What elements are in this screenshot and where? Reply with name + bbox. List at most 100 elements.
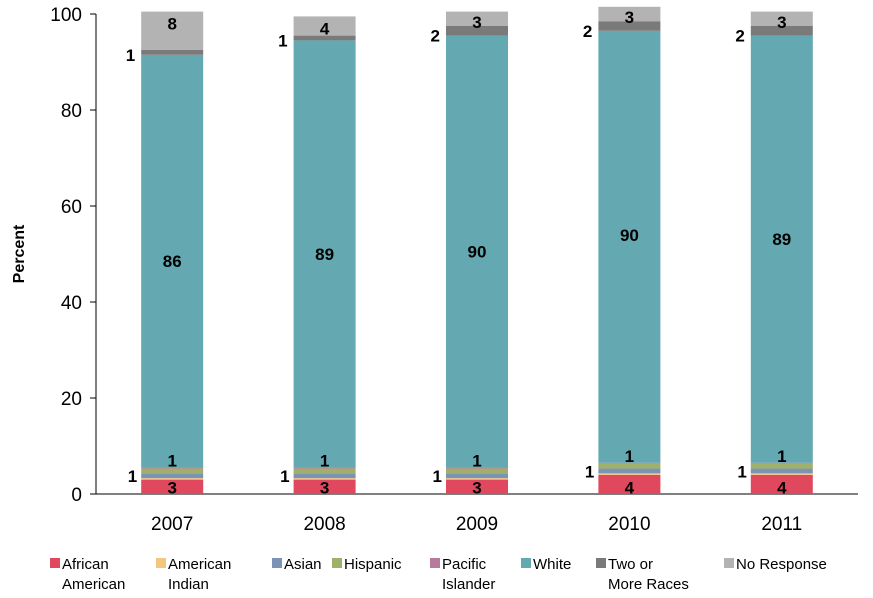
legend-swatch xyxy=(724,558,734,568)
data-label: 90 xyxy=(620,226,639,245)
data-label: 2 xyxy=(431,27,440,46)
y-tick-label: 80 xyxy=(61,101,82,122)
legend-label: Pacific xyxy=(442,556,487,573)
bar-segment xyxy=(141,54,204,468)
data-label: 1 xyxy=(128,467,137,486)
bar-segment xyxy=(598,30,661,463)
data-label: 8 xyxy=(167,15,176,34)
data-label: 3 xyxy=(472,479,481,498)
bar-segment xyxy=(750,474,813,494)
bar-segment xyxy=(446,467,508,469)
bar-segment xyxy=(293,467,356,469)
data-label: 89 xyxy=(772,230,791,249)
legend-swatch xyxy=(596,558,606,568)
data-label: 3 xyxy=(320,479,329,498)
data-label: 90 xyxy=(468,243,487,262)
legend-label: More Races xyxy=(608,576,689,593)
bar-segment xyxy=(446,26,508,36)
legend-item: Two or More Races xyxy=(596,556,689,593)
data-label: 1 xyxy=(278,31,287,50)
bar-segment xyxy=(293,468,356,474)
data-label: 4 xyxy=(320,19,330,38)
bar-segment xyxy=(141,468,204,474)
bar-segment xyxy=(598,474,661,494)
data-label: 3 xyxy=(167,479,176,498)
y-axis: 0 20 40 60 80 100 xyxy=(50,5,97,506)
x-tick-label: 2010 xyxy=(608,514,650,535)
bar-segment xyxy=(141,473,204,479)
legend-item: Hispanic xyxy=(332,556,402,573)
data-label: 1 xyxy=(280,467,289,486)
legend-item: No Response xyxy=(724,556,827,573)
y-tick-label: 60 xyxy=(61,197,82,218)
y-axis-label: Percent xyxy=(11,224,28,283)
legend-item: Asian xyxy=(272,556,322,573)
bar-segment xyxy=(750,473,813,475)
data-label: 1 xyxy=(320,452,329,471)
bar-segment xyxy=(750,26,813,36)
bars xyxy=(141,6,813,494)
bar-segment xyxy=(446,478,508,480)
bar-segment xyxy=(598,462,661,464)
bar-segment xyxy=(750,463,813,469)
y-tick-label: 0 xyxy=(71,485,82,506)
legend-swatch xyxy=(272,558,282,568)
legend-label: Asian xyxy=(284,556,322,573)
y-tick-label: 20 xyxy=(61,389,82,410)
data-label: 1 xyxy=(777,447,786,466)
data-label: 3 xyxy=(472,13,481,32)
data-label: 4 xyxy=(777,479,787,498)
legend: African American American Indian Asian Hispan… xyxy=(50,556,827,593)
bar-segment xyxy=(293,479,356,494)
data-label: 2 xyxy=(583,22,592,41)
legend-label: No Response xyxy=(736,556,827,573)
legend-item: White xyxy=(521,556,571,573)
bar-segment xyxy=(141,479,204,494)
bar-segment xyxy=(141,478,204,480)
bar-segment xyxy=(598,463,661,469)
data-label: 3 xyxy=(777,13,786,32)
data-label: 1 xyxy=(472,452,481,471)
bar-segment xyxy=(293,478,356,480)
legend-swatch xyxy=(50,558,60,568)
legend-swatch xyxy=(430,558,440,568)
bar-segment xyxy=(598,473,661,475)
data-label: 1 xyxy=(585,462,594,481)
legend-label: White xyxy=(533,556,571,573)
bar-segment xyxy=(446,473,508,479)
bar-segment xyxy=(598,468,661,474)
bar-segment xyxy=(293,16,356,36)
bar-segment xyxy=(598,6,661,22)
data-label: 3 xyxy=(625,8,634,27)
legend-item: American Indian xyxy=(156,556,231,593)
bar-segment xyxy=(141,467,204,469)
legend-swatch xyxy=(521,558,531,568)
bar-segment xyxy=(446,35,508,468)
legend-label: American xyxy=(168,556,231,573)
data-label: 1 xyxy=(625,447,634,466)
y-tick-label: 100 xyxy=(50,5,82,26)
legend-label: Two or xyxy=(608,556,653,573)
bar-segment xyxy=(750,11,813,26)
bar-segment xyxy=(141,50,204,55)
data-label: 86 xyxy=(163,252,182,271)
x-tick-label: 2011 xyxy=(761,514,802,535)
legend-swatch xyxy=(332,558,342,568)
bar-segment xyxy=(750,468,813,474)
bar-segment xyxy=(446,468,508,474)
legend-item: African American xyxy=(50,556,125,593)
bar-segment xyxy=(141,11,204,51)
y-tick-label: 40 xyxy=(61,293,82,314)
data-label: 1 xyxy=(126,46,135,65)
data-label: 1 xyxy=(737,462,746,481)
legend-label: African xyxy=(62,556,109,573)
legend-label: American xyxy=(62,576,125,593)
x-tick-label: 2007 xyxy=(151,514,193,535)
bar-segment xyxy=(750,35,813,463)
legend-label: Indian xyxy=(168,576,209,593)
bar-segment xyxy=(598,21,661,31)
x-tick-label: 2009 xyxy=(456,514,498,535)
data-label: 2 xyxy=(735,27,744,46)
bar-segment xyxy=(293,473,356,479)
legend-label: Hispanic xyxy=(344,556,402,573)
